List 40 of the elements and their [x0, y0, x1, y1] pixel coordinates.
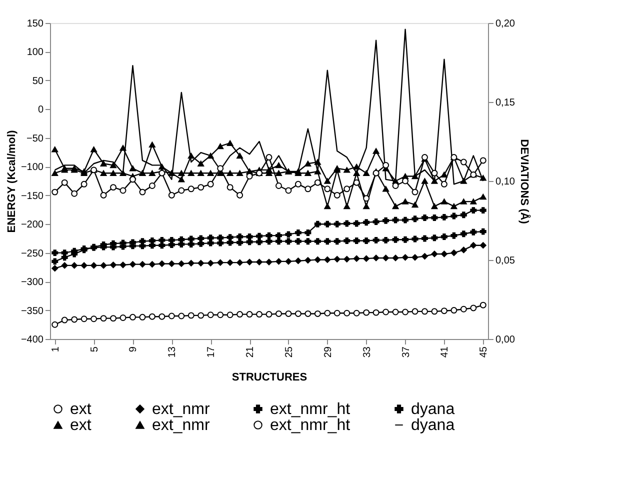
legend-label: dyana [411, 401, 455, 418]
x-tick-label: 17 [206, 346, 218, 358]
x-tick-label: 13 [167, 346, 178, 358]
x-tick-label: 33 [362, 346, 373, 358]
legend-label: ext [70, 401, 92, 418]
x-tick-label: 9 [128, 346, 140, 352]
y2-tick-label: 0,15 [496, 98, 516, 108]
y-tick-label: 150 [26, 18, 44, 30]
legend-label: ext_nmr [152, 417, 210, 434]
y2-tick-label: 0,05 [496, 256, 516, 266]
x-tick-label: 25 [284, 346, 295, 358]
y-tick-label: −100 [20, 162, 44, 174]
y-tick-label: 0 [38, 104, 44, 116]
x-tick-label: 37 [400, 346, 412, 358]
y2-tick-label: 0,00 [496, 334, 516, 346]
y-tick-label: −300 [20, 277, 44, 288]
y-axis-title: ENERGY (Kcal/mol) [6, 130, 18, 233]
x-axis-title: STRUCTURES [232, 372, 308, 384]
y2-axis-title: DEVIATIONS (Å) [518, 139, 531, 224]
y-tick-label: −250 [20, 248, 44, 260]
y-tick-label: −350 [20, 306, 44, 317]
y-tick-label: −400 [20, 334, 44, 346]
x-tick-label: 21 [245, 346, 256, 358]
x-tick-label: 5 [89, 346, 100, 352]
y2-tick-label: 0,10 [496, 176, 516, 188]
y-tick-label: −150 [20, 190, 44, 202]
legend-label: dyana [411, 417, 455, 434]
x-tick-label: 1 [50, 346, 62, 352]
y2-tick-label: 0,20 [496, 18, 516, 30]
x-tick-label: 29 [322, 346, 334, 358]
legend-label: ext [70, 417, 92, 434]
legend-label: ext_nmr [152, 401, 210, 418]
legend-label: ext_nmr_ht [270, 401, 351, 418]
y-tick-label: −50 [26, 133, 44, 144]
y-tick-label: 50 [32, 76, 44, 87]
x-tick-label: 45 [478, 346, 490, 358]
y-tick-label: 100 [26, 47, 44, 58]
y-tick-label: −200 [20, 220, 44, 231]
legend-label: ext_nmr_ht [270, 417, 351, 434]
x-tick-label: 41 [440, 346, 451, 358]
